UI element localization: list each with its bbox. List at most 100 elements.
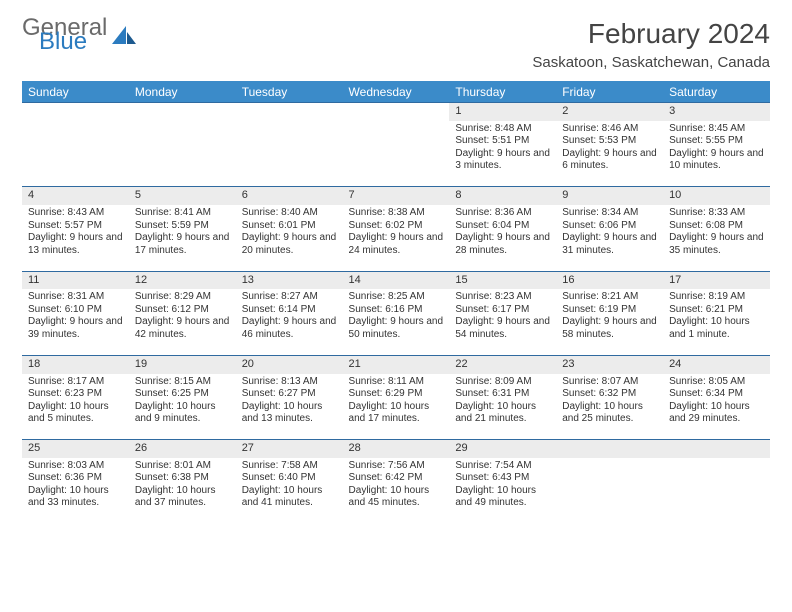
sunset-text: Sunset: 5:59 PM xyxy=(135,220,230,233)
sunset-text: Sunset: 6:40 PM xyxy=(242,472,337,485)
sunrise-text: Sunrise: 8:48 AM xyxy=(455,123,550,136)
month-title: February 2024 xyxy=(532,18,770,50)
daylight-text: Daylight: 10 hours and 49 minutes. xyxy=(455,485,550,510)
day-info-cell: Sunrise: 8:41 AMSunset: 5:59 PMDaylight:… xyxy=(129,205,236,271)
daylight-text: Daylight: 9 hours and 39 minutes. xyxy=(28,316,123,341)
sunrise-text: Sunrise: 8:11 AM xyxy=(349,376,444,389)
week-daynum-row: 45678910 xyxy=(22,187,770,205)
day-info-cell: Sunrise: 8:19 AMSunset: 6:21 PMDaylight:… xyxy=(663,289,770,355)
sunrise-text: Sunrise: 8:25 AM xyxy=(349,291,444,304)
daylight-text: Daylight: 10 hours and 29 minutes. xyxy=(669,401,764,426)
daylight-text: Daylight: 9 hours and 58 minutes. xyxy=(562,316,657,341)
day-number-cell: 19 xyxy=(129,355,236,373)
sunrise-text: Sunrise: 8:36 AM xyxy=(455,207,550,220)
day-number-cell: 27 xyxy=(236,440,343,458)
day-info-cell: Sunrise: 8:36 AMSunset: 6:04 PMDaylight:… xyxy=(449,205,556,271)
day-info-cell: Sunrise: 8:34 AMSunset: 6:06 PMDaylight:… xyxy=(556,205,663,271)
week-daynum-row: 123 xyxy=(22,103,770,121)
daylight-text: Daylight: 10 hours and 33 minutes. xyxy=(28,485,123,510)
day-number-cell xyxy=(663,440,770,458)
day-number-cell: 28 xyxy=(343,440,450,458)
logo-text: General Blue xyxy=(22,18,107,53)
day-number-cell: 14 xyxy=(343,271,450,289)
day-number-cell: 5 xyxy=(129,187,236,205)
day-info-cell: Sunrise: 8:43 AMSunset: 5:57 PMDaylight:… xyxy=(22,205,129,271)
day-info-cell: Sunrise: 8:09 AMSunset: 6:31 PMDaylight:… xyxy=(449,374,556,440)
daylight-text: Daylight: 10 hours and 1 minute. xyxy=(669,316,764,341)
week-info-row: Sunrise: 8:17 AMSunset: 6:23 PMDaylight:… xyxy=(22,374,770,440)
daylight-text: Daylight: 9 hours and 13 minutes. xyxy=(28,232,123,257)
sunset-text: Sunset: 6:36 PM xyxy=(28,472,123,485)
calendar-body: 123Sunrise: 8:48 AMSunset: 5:51 PMDaylig… xyxy=(22,103,770,524)
calendar-header-row: SundayMondayTuesdayWednesdayThursdayFrid… xyxy=(22,82,770,103)
sunrise-text: Sunrise: 8:23 AM xyxy=(455,291,550,304)
day-number-cell: 10 xyxy=(663,187,770,205)
day-number-cell xyxy=(556,440,663,458)
daylight-text: Daylight: 9 hours and 10 minutes. xyxy=(669,148,764,173)
day-number-cell: 26 xyxy=(129,440,236,458)
day-number-cell: 29 xyxy=(449,440,556,458)
weekday-header: Tuesday xyxy=(236,82,343,103)
day-number-cell: 9 xyxy=(556,187,663,205)
weekday-header: Monday xyxy=(129,82,236,103)
day-info-cell: Sunrise: 8:46 AMSunset: 5:53 PMDaylight:… xyxy=(556,121,663,187)
day-number-cell: 11 xyxy=(22,271,129,289)
daylight-text: Daylight: 9 hours and 46 minutes. xyxy=(242,316,337,341)
day-info-cell: Sunrise: 8:29 AMSunset: 6:12 PMDaylight:… xyxy=(129,289,236,355)
sunrise-text: Sunrise: 8:09 AM xyxy=(455,376,550,389)
sunset-text: Sunset: 6:06 PM xyxy=(562,220,657,233)
day-info-cell: Sunrise: 8:45 AMSunset: 5:55 PMDaylight:… xyxy=(663,121,770,187)
sunset-text: Sunset: 6:27 PM xyxy=(242,388,337,401)
day-info-cell: Sunrise: 8:17 AMSunset: 6:23 PMDaylight:… xyxy=(22,374,129,440)
daylight-text: Daylight: 10 hours and 41 minutes. xyxy=(242,485,337,510)
day-number-cell: 6 xyxy=(236,187,343,205)
sunset-text: Sunset: 6:38 PM xyxy=(135,472,230,485)
week-daynum-row: 18192021222324 xyxy=(22,355,770,373)
week-info-row: Sunrise: 8:43 AMSunset: 5:57 PMDaylight:… xyxy=(22,205,770,271)
day-info-cell: Sunrise: 8:01 AMSunset: 6:38 PMDaylight:… xyxy=(129,458,236,524)
day-number-cell: 24 xyxy=(663,355,770,373)
day-number-cell: 17 xyxy=(663,271,770,289)
daylight-text: Daylight: 10 hours and 21 minutes. xyxy=(455,401,550,426)
daylight-text: Daylight: 9 hours and 6 minutes. xyxy=(562,148,657,173)
day-info-cell: Sunrise: 8:07 AMSunset: 6:32 PMDaylight:… xyxy=(556,374,663,440)
sunset-text: Sunset: 6:12 PM xyxy=(135,304,230,317)
calendar-table: SundayMondayTuesdayWednesdayThursdayFrid… xyxy=(22,81,770,524)
sunrise-text: Sunrise: 8:46 AM xyxy=(562,123,657,136)
sunset-text: Sunset: 6:29 PM xyxy=(349,388,444,401)
location-subtitle: Saskatoon, Saskatchewan, Canada xyxy=(532,54,770,71)
day-info-cell: Sunrise: 8:40 AMSunset: 6:01 PMDaylight:… xyxy=(236,205,343,271)
sunset-text: Sunset: 5:57 PM xyxy=(28,220,123,233)
sunset-text: Sunset: 5:55 PM xyxy=(669,135,764,148)
day-number-cell: 21 xyxy=(343,355,450,373)
day-number-cell: 3 xyxy=(663,103,770,121)
sunset-text: Sunset: 6:17 PM xyxy=(455,304,550,317)
day-number-cell: 13 xyxy=(236,271,343,289)
daylight-text: Daylight: 9 hours and 31 minutes. xyxy=(562,232,657,257)
sunrise-text: Sunrise: 8:40 AM xyxy=(242,207,337,220)
sunset-text: Sunset: 6:02 PM xyxy=(349,220,444,233)
day-number-cell: 7 xyxy=(343,187,450,205)
daylight-text: Daylight: 10 hours and 17 minutes. xyxy=(349,401,444,426)
sunset-text: Sunset: 6:23 PM xyxy=(28,388,123,401)
day-number-cell: 2 xyxy=(556,103,663,121)
logo-sail-icon xyxy=(112,26,136,46)
week-info-row: Sunrise: 8:31 AMSunset: 6:10 PMDaylight:… xyxy=(22,289,770,355)
daylight-text: Daylight: 9 hours and 54 minutes. xyxy=(455,316,550,341)
daylight-text: Daylight: 9 hours and 35 minutes. xyxy=(669,232,764,257)
day-number-cell: 18 xyxy=(22,355,129,373)
sunset-text: Sunset: 6:01 PM xyxy=(242,220,337,233)
sunset-text: Sunset: 6:19 PM xyxy=(562,304,657,317)
sunset-text: Sunset: 6:31 PM xyxy=(455,388,550,401)
day-number-cell xyxy=(22,103,129,121)
day-info-cell xyxy=(22,121,129,187)
sunset-text: Sunset: 6:42 PM xyxy=(349,472,444,485)
sunrise-text: Sunrise: 8:31 AM xyxy=(28,291,123,304)
day-info-cell xyxy=(343,121,450,187)
sunset-text: Sunset: 6:16 PM xyxy=(349,304,444,317)
day-info-cell: Sunrise: 8:48 AMSunset: 5:51 PMDaylight:… xyxy=(449,121,556,187)
day-info-cell: Sunrise: 8:05 AMSunset: 6:34 PMDaylight:… xyxy=(663,374,770,440)
sunrise-text: Sunrise: 8:41 AM xyxy=(135,207,230,220)
title-block: February 2024 Saskatoon, Saskatchewan, C… xyxy=(532,18,770,71)
day-info-cell: Sunrise: 8:25 AMSunset: 6:16 PMDaylight:… xyxy=(343,289,450,355)
